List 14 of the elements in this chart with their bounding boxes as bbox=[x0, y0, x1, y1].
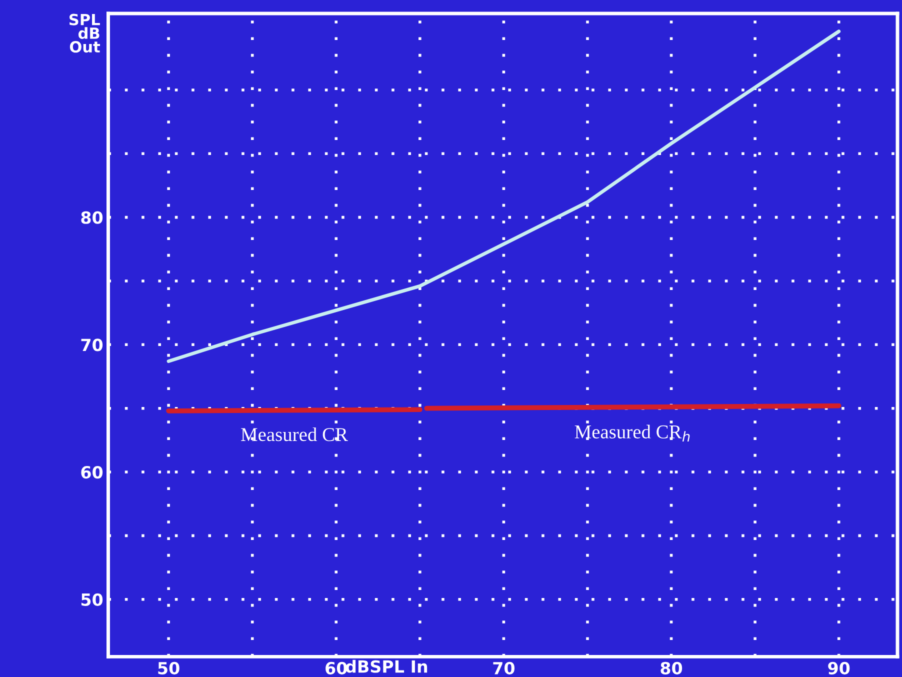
x-tick-label: 80 bbox=[660, 662, 682, 674]
x-tick-label: 90 bbox=[828, 662, 850, 674]
y-tick-label: 50 bbox=[81, 593, 103, 606]
line-series bbox=[166, 30, 841, 363]
x-tick-label: 70 bbox=[493, 662, 515, 674]
x-tick-label: 50 bbox=[158, 662, 180, 674]
y-tick-label: 80 bbox=[81, 211, 103, 224]
y-tick-label: 70 bbox=[81, 338, 103, 352]
series-label: Measured CR$_{h}$ bbox=[574, 424, 690, 442]
y-tick-label: 60 bbox=[81, 466, 103, 479]
series-label: Measured CR bbox=[241, 427, 348, 442]
x-tick-label: 60 bbox=[326, 662, 347, 674]
x-axis-title: dBSPL In bbox=[346, 660, 428, 673]
y-axis-title: SPL dB Out bbox=[70, 14, 100, 53]
